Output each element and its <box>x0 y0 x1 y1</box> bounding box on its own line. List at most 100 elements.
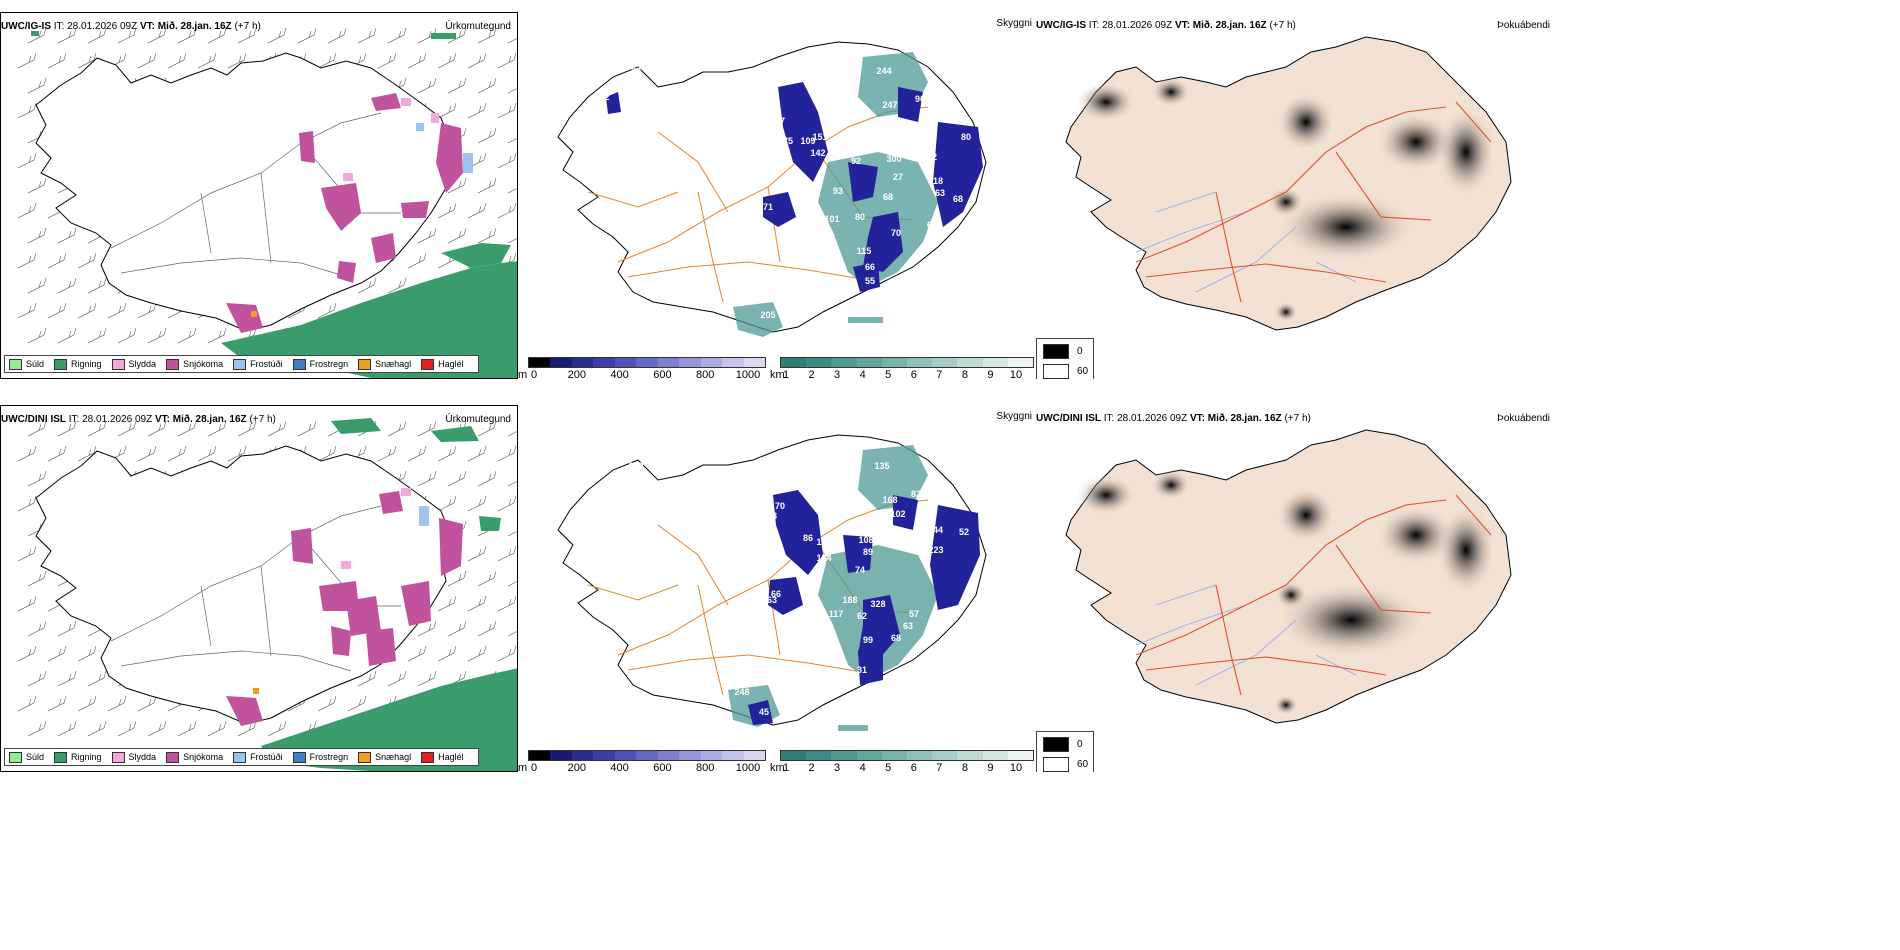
precip-panel-row2: UWC/DINI ISL IT: 28.01.2026 09Z VT: Mið.… <box>0 405 518 772</box>
valid-label: VT: <box>154 414 170 425</box>
wind-barb <box>27 327 47 344</box>
visibility-value-label: 84 <box>769 531 779 541</box>
panel-title: Úrkomutegund <box>445 414 511 425</box>
wind-barb <box>497 645 517 662</box>
colorbar-swatch <box>614 751 637 760</box>
visibility-colorbar: km 1 2 3 4 5 6 7 8 9 10 <box>770 357 1036 379</box>
colorbar-tick: 10 <box>1009 762 1023 772</box>
colorbar-swatch <box>529 358 551 367</box>
wind-barb <box>497 545 517 562</box>
wind-barb <box>237 27 257 44</box>
visibility-value-label: 93 <box>833 186 843 196</box>
wind-barb <box>117 27 137 44</box>
wind-barb <box>417 77 437 94</box>
vis-dark-areas <box>606 82 983 292</box>
precip-panel-row1: UWC/IG-IS IT: 28.01.2026 09Z VT: Mið. 28… <box>0 12 518 379</box>
wind-barb <box>137 52 157 69</box>
wind-barb <box>27 670 47 687</box>
visibility-value-label: 142 <box>810 148 825 158</box>
wind-barb <box>477 420 497 437</box>
visibility-value-label: 76 <box>769 122 779 132</box>
colorbar-tick: 6 <box>910 369 917 379</box>
fog-panel-row1: UWC/IG-IS IT: 28.01.2026 09Z VT: Mið. 28… <box>1036 12 1556 379</box>
valid-time: Mið. 28.jan. 16Z <box>172 414 247 425</box>
wind-barb <box>227 52 247 69</box>
panel-header: Skyggni <box>518 411 1036 429</box>
visibility-value-label: 68 <box>883 192 893 202</box>
visibility-value-label: 71 <box>763 202 773 212</box>
colorbar-swatches <box>780 750 1034 761</box>
precip-legend-label: Frostúði <box>250 359 283 369</box>
wind-barb <box>17 302 37 319</box>
wind-barb <box>57 420 77 437</box>
wind-barb <box>507 531 517 537</box>
colorbar-tick: 5 <box>885 369 892 379</box>
visibility-value-label: 68 <box>767 511 777 521</box>
system-name: UWC/IG-IS <box>1 21 51 32</box>
visibility-value-label: 122 <box>816 537 831 547</box>
init-time: IT: 28.01.2026 09Z <box>1103 413 1188 424</box>
panel-header: UWC/IG-IS IT: 28.01.2026 09Z VT: Mið. 28… <box>1036 20 1556 36</box>
visibility-value-label: 75 <box>783 136 793 146</box>
wind-barb <box>147 420 167 437</box>
colorbar-swatch <box>700 358 723 367</box>
wind-barb <box>17 252 37 269</box>
wind-barb <box>57 277 77 294</box>
wind-barb <box>47 445 67 462</box>
colorbar-swatches <box>528 357 766 368</box>
precip-legend-item: Haglél <box>421 358 464 370</box>
fog-legend-item: 0 <box>1043 737 1083 752</box>
wind-barb <box>77 52 97 69</box>
visibility-value-label: 99 <box>863 635 873 645</box>
visibility-panel-row1: 80 102 77 76 75 109 151 142 244 96 247 329 50 105 80 11… <box>518 12 1036 379</box>
wind-barb <box>497 52 517 69</box>
colorbar-swatch <box>571 358 594 367</box>
precip-legend-item: Frostregn <box>292 751 348 763</box>
precip-legend-label: Frostúði <box>250 752 283 762</box>
precip-legend-swatch <box>166 751 180 763</box>
precip-legend-swatch <box>9 358 22 370</box>
precip-legend-label: Snæhagl <box>375 359 412 369</box>
colorbar-tick: 0 <box>530 369 538 379</box>
wind-barb <box>57 670 77 687</box>
colorbar-swatch <box>722 358 744 367</box>
precip-legend-item: Haglél <box>421 751 464 763</box>
fog-map <box>1065 36 1512 331</box>
wind-barb <box>17 645 37 662</box>
visibility-value-label: 31 <box>857 665 867 675</box>
wind-barb <box>17 445 37 462</box>
wind-barb <box>507 188 517 194</box>
wind-barb <box>87 670 107 687</box>
visibility-value-label: 80 <box>855 212 865 222</box>
visibility-value-label: 102 <box>594 92 609 102</box>
visibility-value-label: 44 <box>933 525 943 535</box>
wind-barb <box>377 445 397 462</box>
visibility-value-label: 52 <box>959 527 969 537</box>
lead-time: (+7 h) <box>249 414 276 425</box>
colorbar-swatch <box>657 751 680 760</box>
visibility-value-label: 115 <box>857 246 872 256</box>
wind-barb <box>417 420 437 437</box>
wind-barb <box>437 445 457 462</box>
system-name: UWC/DINI ISL <box>1036 413 1101 424</box>
wind-barb <box>27 27 47 44</box>
precip-legend-swatch <box>111 358 125 370</box>
colorbar-swatch <box>700 751 723 760</box>
wind-barb <box>197 445 217 462</box>
wind-barb <box>57 620 77 637</box>
wind-barb <box>467 645 487 662</box>
fog-legend-swatch <box>1043 757 1069 772</box>
wind-barb <box>477 127 497 144</box>
valid-label: VT: <box>1189 413 1205 424</box>
colorbar-swatch <box>1007 751 1033 760</box>
wind-barb <box>87 27 107 44</box>
precip-legend-swatch <box>358 358 372 370</box>
visibility-value-label: 66 <box>865 262 875 272</box>
wind-barb <box>417 227 437 244</box>
colorbar-tick: 2 <box>808 762 815 772</box>
visibility-colorbar: km 1 2 3 4 5 6 7 8 9 10 <box>770 750 1036 772</box>
precip-legend-item: Snæhagl <box>358 751 411 763</box>
colorbar-tick: 2 <box>808 369 815 379</box>
visibility-value-label: 77 <box>775 116 785 126</box>
system-name: UWC/IG-IS <box>1036 20 1086 31</box>
